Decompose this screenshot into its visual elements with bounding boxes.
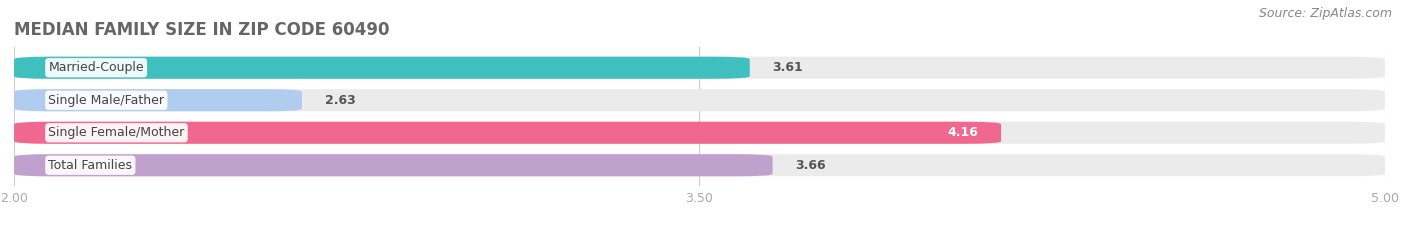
FancyBboxPatch shape [14,57,749,79]
FancyBboxPatch shape [14,154,773,176]
Text: 3.66: 3.66 [796,159,827,172]
FancyBboxPatch shape [14,122,1001,144]
Text: Married-Couple: Married-Couple [48,61,143,74]
FancyBboxPatch shape [14,89,302,111]
Text: Single Female/Mother: Single Female/Mother [48,126,184,139]
Text: 2.63: 2.63 [325,94,356,107]
Text: Total Families: Total Families [48,159,132,172]
Text: Source: ZipAtlas.com: Source: ZipAtlas.com [1258,7,1392,20]
Text: MEDIAN FAMILY SIZE IN ZIP CODE 60490: MEDIAN FAMILY SIZE IN ZIP CODE 60490 [14,21,389,39]
FancyBboxPatch shape [14,154,1385,176]
Text: Single Male/Father: Single Male/Father [48,94,165,107]
Text: 3.61: 3.61 [773,61,803,74]
FancyBboxPatch shape [14,122,1385,144]
FancyBboxPatch shape [14,57,1385,79]
Text: 4.16: 4.16 [948,126,979,139]
FancyBboxPatch shape [14,89,1385,111]
